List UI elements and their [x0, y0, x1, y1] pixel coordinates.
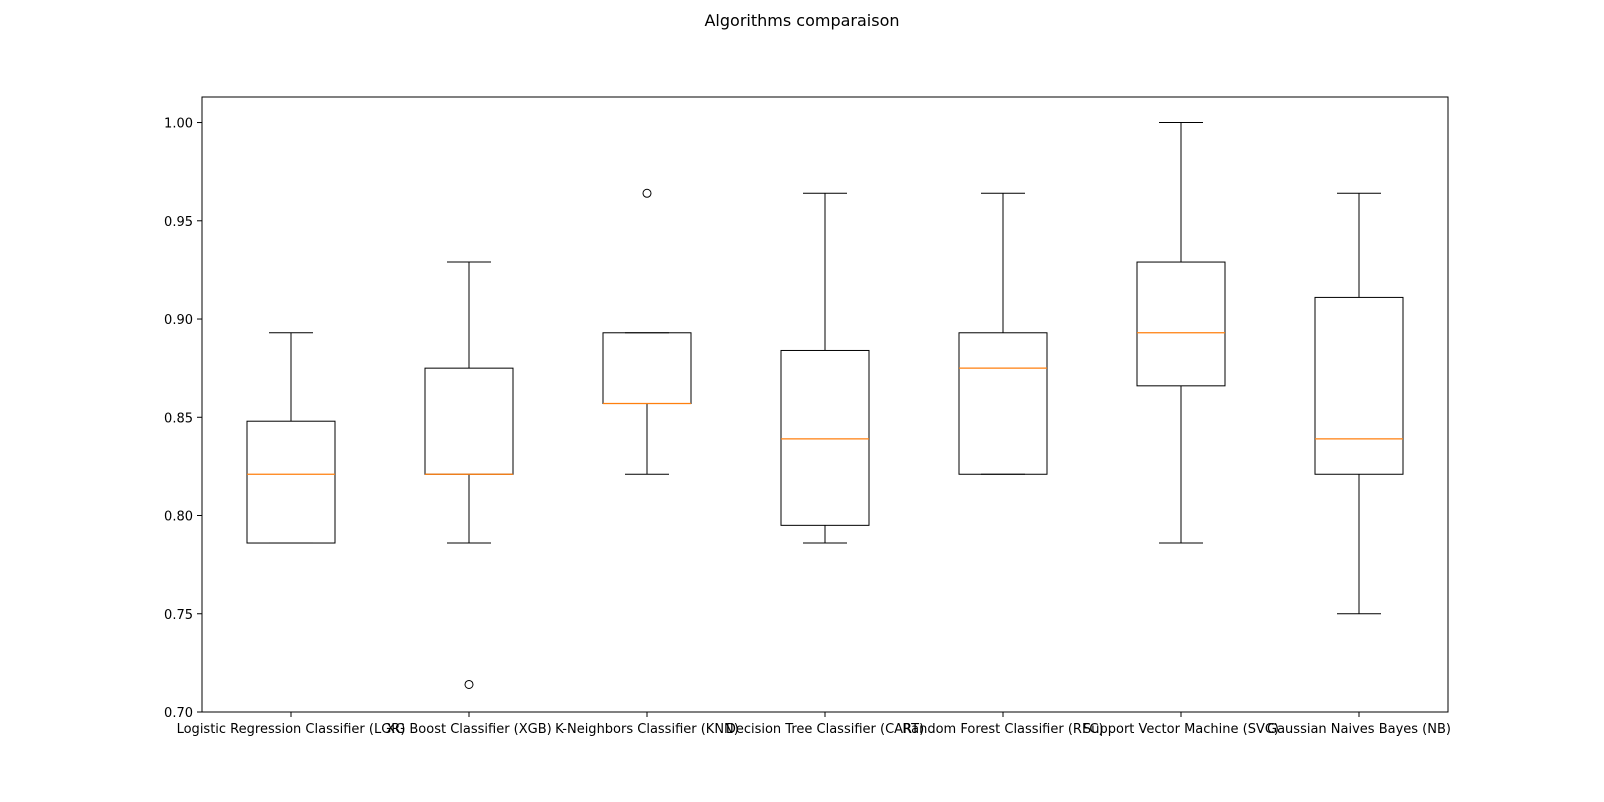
- box: [958, 332, 1048, 475]
- chart-title: Algorithms comparaison: [704, 11, 900, 30]
- box: [1314, 296, 1404, 475]
- x-tick-label: Gaussian Naives Bayes (NB): [1267, 722, 1451, 737]
- outlier-point: [464, 679, 474, 689]
- outlier-point: [642, 188, 652, 198]
- plot-area: 0.70 0.75 0.80 0.85 0.90 0.95 1.00 Logistic Reg…: [164, 96, 1451, 737]
- y-tick-label: 0.80: [164, 510, 193, 525]
- x-tick-label: Random Forest Classifier (RFC): [902, 722, 1103, 737]
- y-tick-label: 0.95: [164, 215, 193, 230]
- y-tick-label: 1.00: [164, 117, 193, 132]
- box: [602, 332, 692, 405]
- x-tick-label: Logistic Regression Classifier (LGR): [177, 722, 406, 737]
- box: [424, 367, 514, 475]
- y-tick-label: 0.85: [164, 411, 193, 426]
- axes-frame: [201, 96, 1449, 713]
- y-tick-label: 0.75: [164, 608, 193, 623]
- x-tick-label: K-Neighbors Classifier (KNN): [555, 722, 739, 737]
- box: [780, 349, 870, 526]
- box: [246, 420, 336, 544]
- y-tick-label: 0.90: [164, 313, 193, 328]
- y-tick-label: 0.70: [164, 706, 193, 721]
- box: [1136, 261, 1226, 387]
- x-tick-label: Decision Tree Classifier (CART): [726, 722, 924, 737]
- x-tick-label: XG Boost Classifier (XGB): [386, 722, 551, 737]
- x-tick-label: Support Vector Machine (SVC): [1083, 722, 1279, 737]
